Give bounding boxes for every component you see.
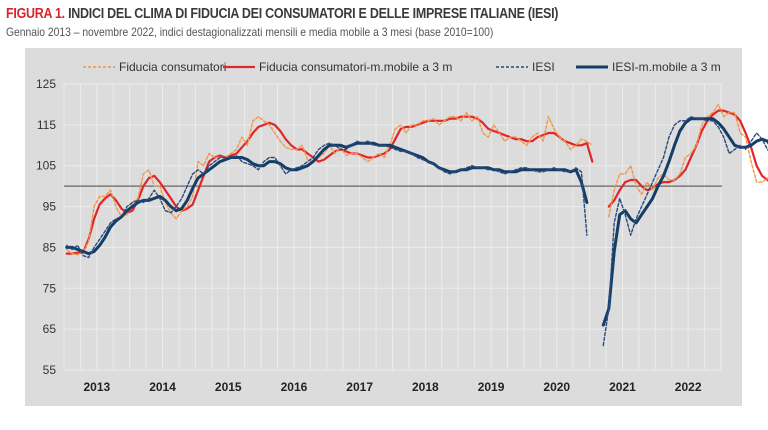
y-tick-label: 115 [37, 118, 56, 132]
y-tick-label: 75 [43, 281, 57, 295]
x-tick-label: 2021 [609, 380, 636, 394]
y-tick-label: 55 [43, 363, 57, 377]
x-tick-label: 2018 [412, 380, 439, 394]
legend-label: IESI-m.mobile a 3 m [612, 60, 721, 74]
series-line-segment [65, 141, 589, 256]
x-tick-label: 2022 [675, 380, 702, 394]
figure-label: FIGURA 1. [6, 6, 65, 22]
series-iesi [65, 115, 768, 347]
figure-title-text: INDICI DEL CLIMA DI FIDUCIA DEI CONSUMAT… [68, 6, 559, 22]
x-tick-label: 2020 [543, 380, 570, 394]
figure-subtitle: Gennaio 2013 – novembre 2022, indici des… [6, 25, 494, 39]
legend-item: IESI-m.mobile a 3 m [576, 60, 721, 74]
x-tick-label: 2016 [281, 380, 308, 394]
legend-label: IESI [532, 60, 555, 74]
y-tick-label: 125 [36, 77, 56, 91]
legend-label: Fiducia consumatori [119, 60, 226, 74]
y-tick-label: 85 [43, 240, 57, 254]
series-fiducia-consumatori-m-mobile-a-3-m [65, 109, 768, 255]
legend-item: Fiducia consumatori [83, 60, 226, 74]
x-tick-label: 2019 [478, 380, 505, 394]
y-tick-label: 105 [36, 159, 56, 173]
series-line-segment [608, 103, 768, 218]
figure-title: FIGURA 1. INDICI DEL CLIMA DI FIDUCIA DE… [6, 6, 558, 22]
x-tick-label: 2014 [149, 380, 176, 394]
series-line-segment [65, 115, 594, 255]
series-line-segment [601, 117, 768, 327]
x-axis: 2013 2014 2015 2016 2017 2018 2019 2020 2021 2022 [83, 380, 701, 394]
legend-label: Fiducia consumatori-m.mobile a 3 m [259, 60, 452, 74]
series-group [65, 103, 768, 347]
legend: Fiducia consumatori Fiducia consumatori-m… [83, 60, 721, 74]
x-tick-label: 2017 [346, 380, 373, 394]
series-iesi-m-mobile-a-3-m [65, 117, 768, 327]
y-tick-label: 65 [43, 322, 57, 336]
legend-item: IESI [496, 60, 555, 74]
legend-item: Fiducia consumatori-m.mobile a 3 m [223, 60, 452, 74]
grid [63, 83, 722, 371]
y-tick-label: 95 [43, 200, 57, 214]
y-axis: 55 65 75 85 95 105 115 125 [36, 77, 56, 377]
x-tick-label: 2013 [83, 380, 110, 394]
series-line-segment [602, 115, 768, 347]
series-line-segment [65, 140, 588, 259]
x-tick-label: 2015 [215, 380, 242, 394]
